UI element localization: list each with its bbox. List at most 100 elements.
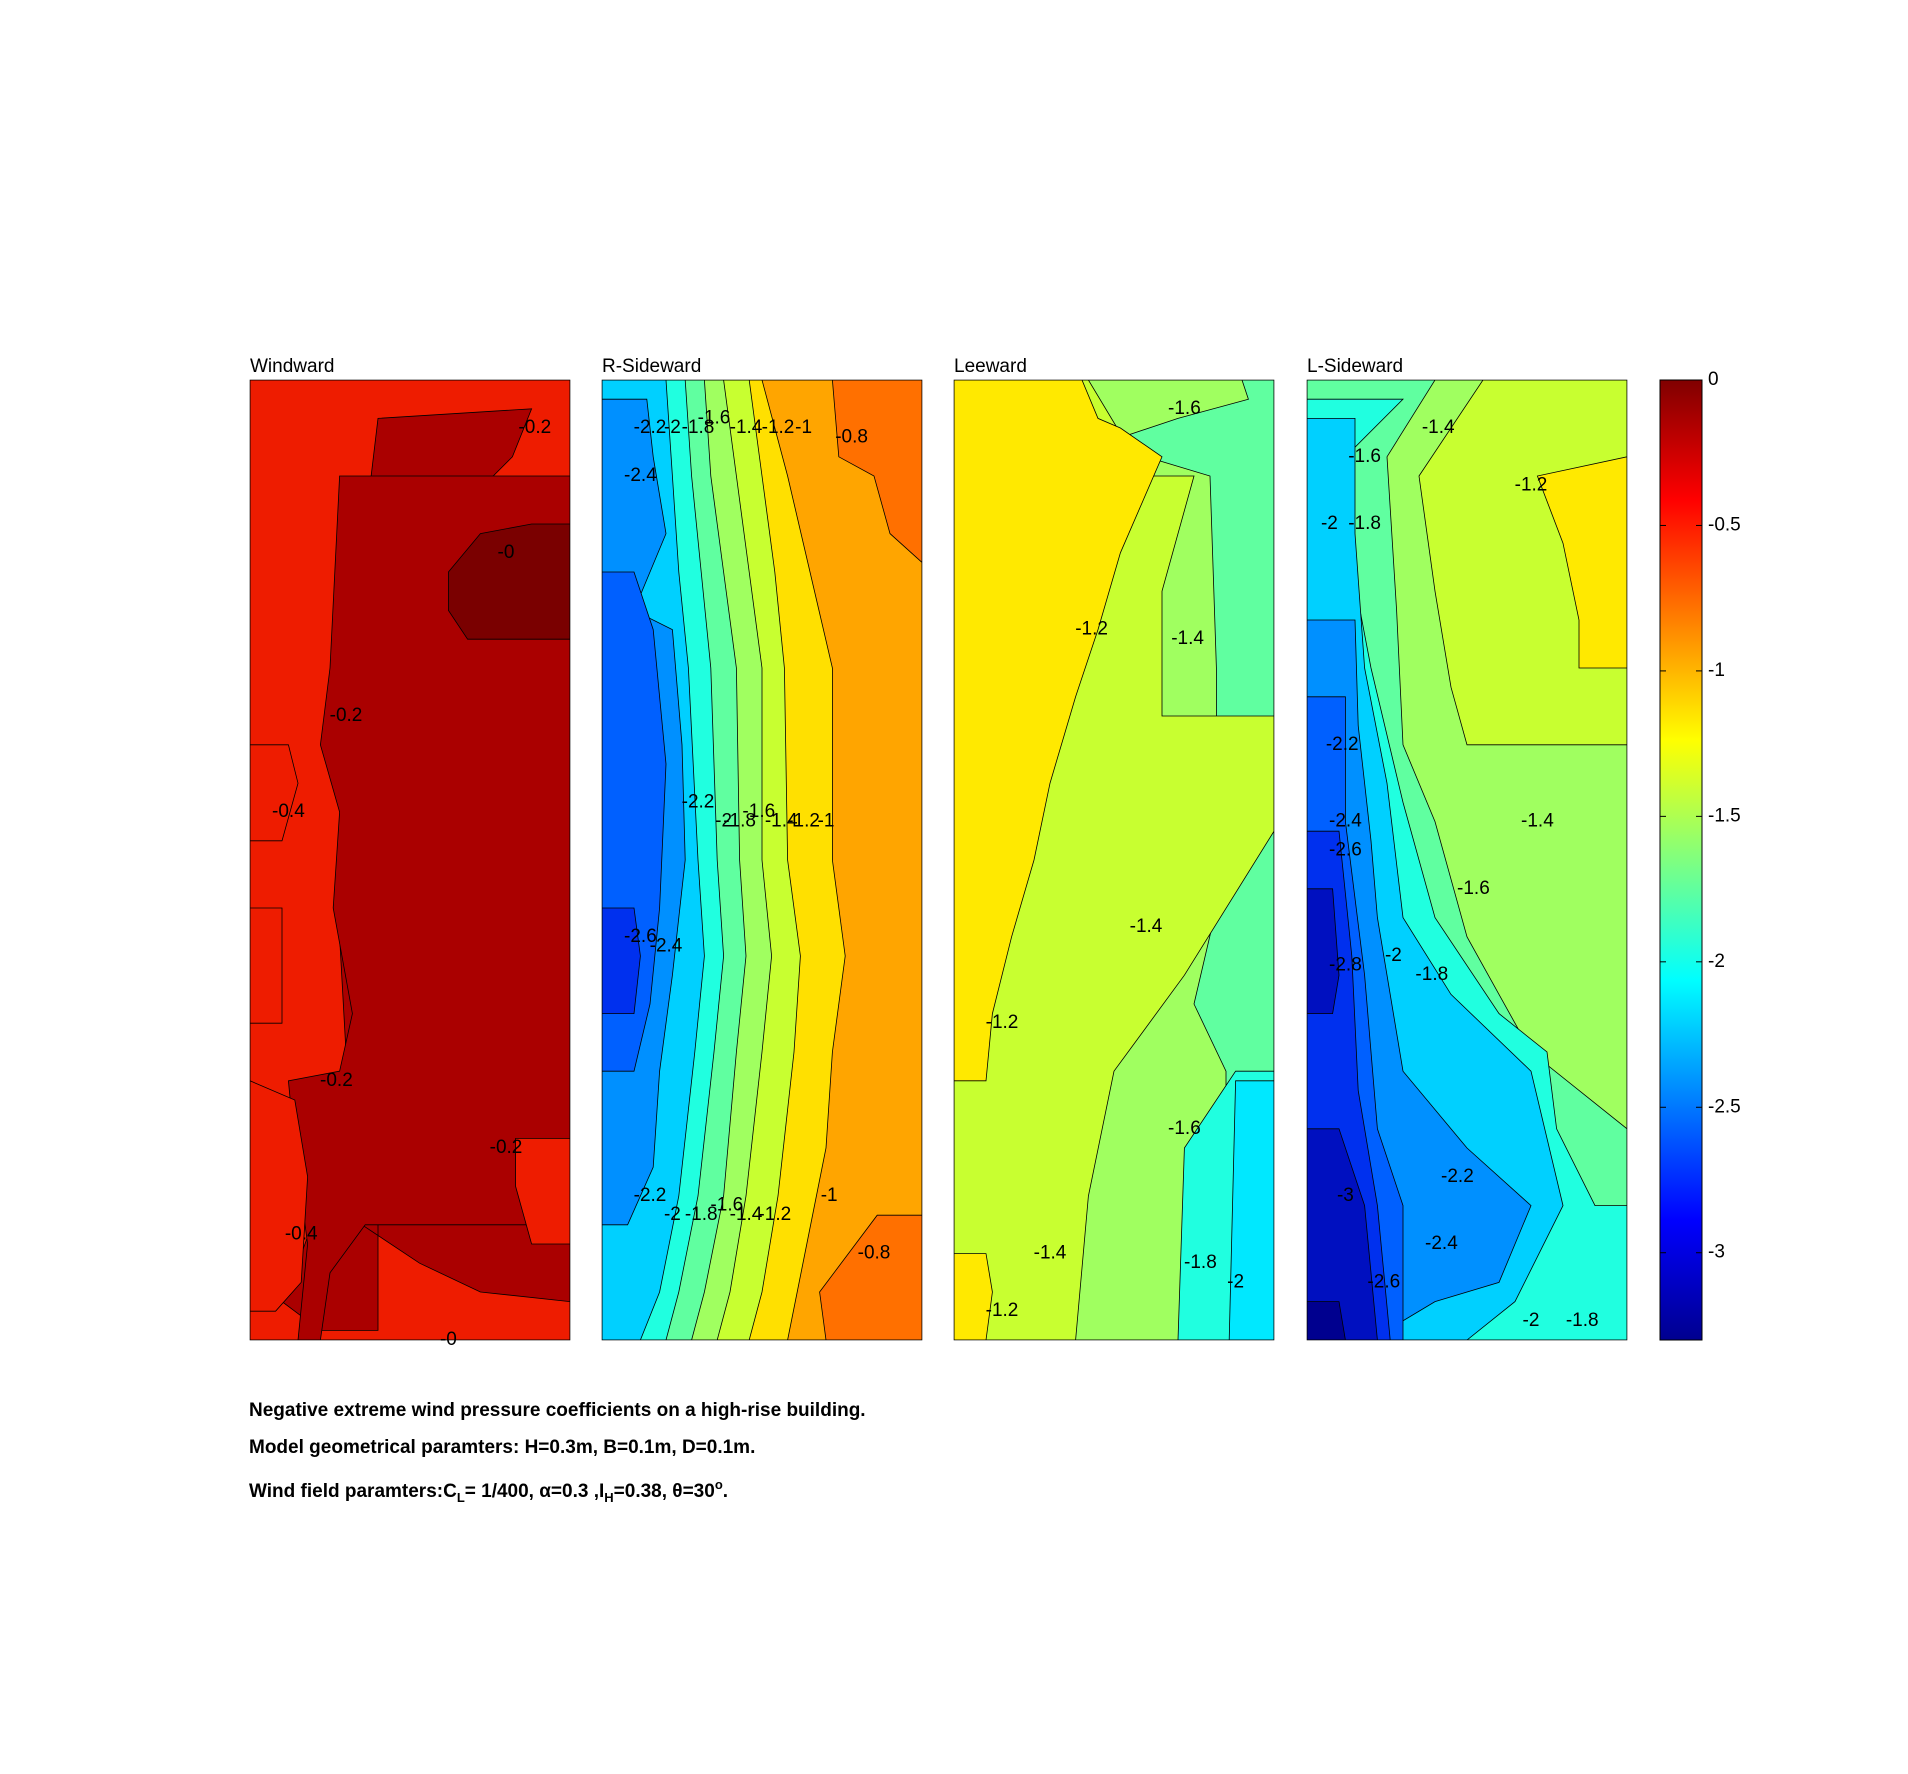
contour-label: -1.8: [1566, 1310, 1599, 1331]
caption-sub-l: L: [456, 1490, 465, 1505]
panel-border: [953, 379, 1275, 1341]
panel-l-sideward: -1.4 -1.6 -1.2 -2 -1.8 -2.2 -1.4 -2.4 -2.6 -1.6 -2…: [1306, 356, 1628, 1341]
caption-sup-o: o: [714, 1477, 723, 1492]
contour-label: -1.8: [1348, 513, 1381, 534]
contour-label: -2.2: [634, 417, 667, 438]
contour-label: -1.8: [682, 417, 715, 438]
contour-label: -2: [1321, 513, 1338, 534]
panels-group: -0.2 -0 -0.2 -0.4 -0.2 -0.2 -0.4 -0 Windward -2.2…: [249, 356, 1628, 1350]
contour-label: -1.6: [698, 407, 731, 428]
contour-label: -1.4: [1034, 1243, 1067, 1264]
contour-label: -0.4: [285, 1223, 318, 1244]
contour-label: -1.2: [1075, 619, 1108, 640]
contour-label: -1.4: [730, 417, 763, 438]
colorbar-ticks: 0 -0.5 -1 -1.5 -2 -2.5 -3: [1660, 369, 1741, 1263]
contour-label: -1.6: [1348, 446, 1381, 467]
colorbar-tick-label: -1.5: [1708, 805, 1741, 826]
contour-region: [250, 907, 283, 1024]
contour-label: -1: [795, 417, 812, 438]
contour-label: -1.2: [986, 1300, 1019, 1321]
colorbar-tick-label: -0.5: [1708, 514, 1741, 535]
figure-caption: Negative extreme wind pressure coefficie…: [249, 1392, 866, 1516]
contour-region: [1307, 888, 1340, 1014]
contour-label: -1.2: [986, 1012, 1019, 1033]
contour-label: -1.4: [1422, 417, 1455, 438]
contour-region: [250, 744, 299, 842]
contour-label: -1.4: [1130, 916, 1163, 937]
contour-label: -1.8: [723, 811, 756, 832]
panel-title: R-Sideward: [602, 356, 701, 377]
caption-line-3-mid1: = 1/400,: [464, 1481, 540, 1502]
caption-line-2: Model geometrical paramters: H=0.3m, B=0…: [249, 1437, 756, 1458]
contour-label: -2: [1227, 1271, 1244, 1292]
contour-label: -0.8: [858, 1243, 891, 1264]
contour-region: [1307, 1301, 1346, 1340]
panel-title: L-Sideward: [1307, 356, 1403, 377]
caption-line-1: Negative extreme wind pressure coefficie…: [249, 1400, 866, 1421]
panel-title: Windward: [250, 356, 334, 377]
contour-label: -2.2: [682, 791, 715, 812]
contour-region: [954, 380, 1163, 1082]
contour-label: -1: [818, 811, 835, 832]
colorbar-tick-label: -2: [1708, 951, 1725, 972]
panel-border: [601, 379, 923, 1341]
contour-region: [515, 1138, 570, 1245]
contour-label: -1.2: [758, 1204, 791, 1225]
contour-label: -2.4: [650, 935, 683, 956]
contour-label: -1.4: [730, 1204, 763, 1225]
contour-label: -1.2: [1515, 475, 1548, 496]
contour-label: -2.6: [1329, 839, 1362, 860]
panel-border: [1306, 379, 1628, 1341]
contour-label: -1.4: [765, 811, 798, 832]
contour-label: -0.2: [320, 1070, 353, 1091]
contour-label: -1.4: [1171, 628, 1204, 649]
contour-label: -1.6: [1168, 398, 1201, 419]
contour-region: [447, 523, 570, 640]
colorbar-tick-label: -1: [1708, 660, 1725, 681]
contour-label: -1.6: [742, 801, 775, 822]
contour-label: -3: [1337, 1185, 1354, 1206]
contour-label: -2.4: [1425, 1233, 1458, 1254]
caption-line-3-mid2: =0.38, θ=30: [613, 1481, 715, 1502]
contour-label: -2.8: [1329, 955, 1362, 976]
contour-label: -2.6: [1367, 1271, 1400, 1292]
panel-fills: [250, 380, 570, 1340]
contour-label: -0: [498, 542, 515, 563]
contour-region: [954, 1253, 993, 1340]
contour-region: [250, 1080, 309, 1312]
panel-fills: [1307, 380, 1627, 1340]
colorbar-tick-label: -2.5: [1708, 1096, 1741, 1117]
caption-line-3: Wind field paramters:CL= 1/400, α=0.3 ,I…: [249, 1466, 866, 1516]
contour-label: -1.6: [1168, 1118, 1201, 1139]
contour-label: -1.2: [787, 811, 820, 832]
contour-label: -1.2: [762, 417, 795, 438]
contour-label: -1.6: [710, 1195, 743, 1216]
panel-border: [249, 379, 571, 1341]
caption-sub-h: H: [604, 1490, 614, 1505]
contour-label: -2: [664, 1204, 681, 1225]
contour-label: -2.4: [624, 465, 657, 486]
panel-title: Leeward: [954, 356, 1027, 377]
contour-region: [1307, 1128, 1378, 1340]
contour-label: -2.2: [1441, 1166, 1474, 1187]
contour-label: -0.8: [835, 427, 868, 448]
contour-label: -2: [1385, 945, 1402, 966]
panel-windward: -0.2 -0 -0.2 -0.4 -0.2 -0.2 -0.4 -0 Windward: [249, 356, 571, 1350]
colorbar-tick-label: 0: [1708, 369, 1719, 390]
panel-leeward: -1.6 -1.2 -1.4 -1.4 -1.2 -1.6 -1.4 -1.8 -2 -1.2 Le…: [953, 356, 1275, 1341]
panel-fills: [954, 380, 1274, 1340]
contour-label: -2.2: [634, 1185, 667, 1206]
colorbar-tick-label: -3: [1708, 1242, 1725, 1263]
caption-line-3-alpha: α=0.3 ,I: [539, 1481, 605, 1502]
contour-label: -2.4: [1329, 811, 1362, 832]
contour-label: -1: [821, 1185, 838, 1206]
contour-label: -2: [664, 417, 681, 438]
contour-label: -2: [715, 811, 732, 832]
panel-r-sideward: -2.2-2 -1.8-1.6 -1.4 -1.2 -1 -0.8-2.4-2.2-2-1…: [601, 356, 923, 1341]
contour-label: -1.8: [1415, 964, 1448, 985]
contour-label: -0.2: [490, 1137, 523, 1158]
panel-fills: [602, 380, 922, 1340]
colorbar-gradient: [1659, 379, 1703, 1341]
contour-region: [602, 907, 641, 1014]
contour-label: -0.2: [518, 417, 551, 438]
